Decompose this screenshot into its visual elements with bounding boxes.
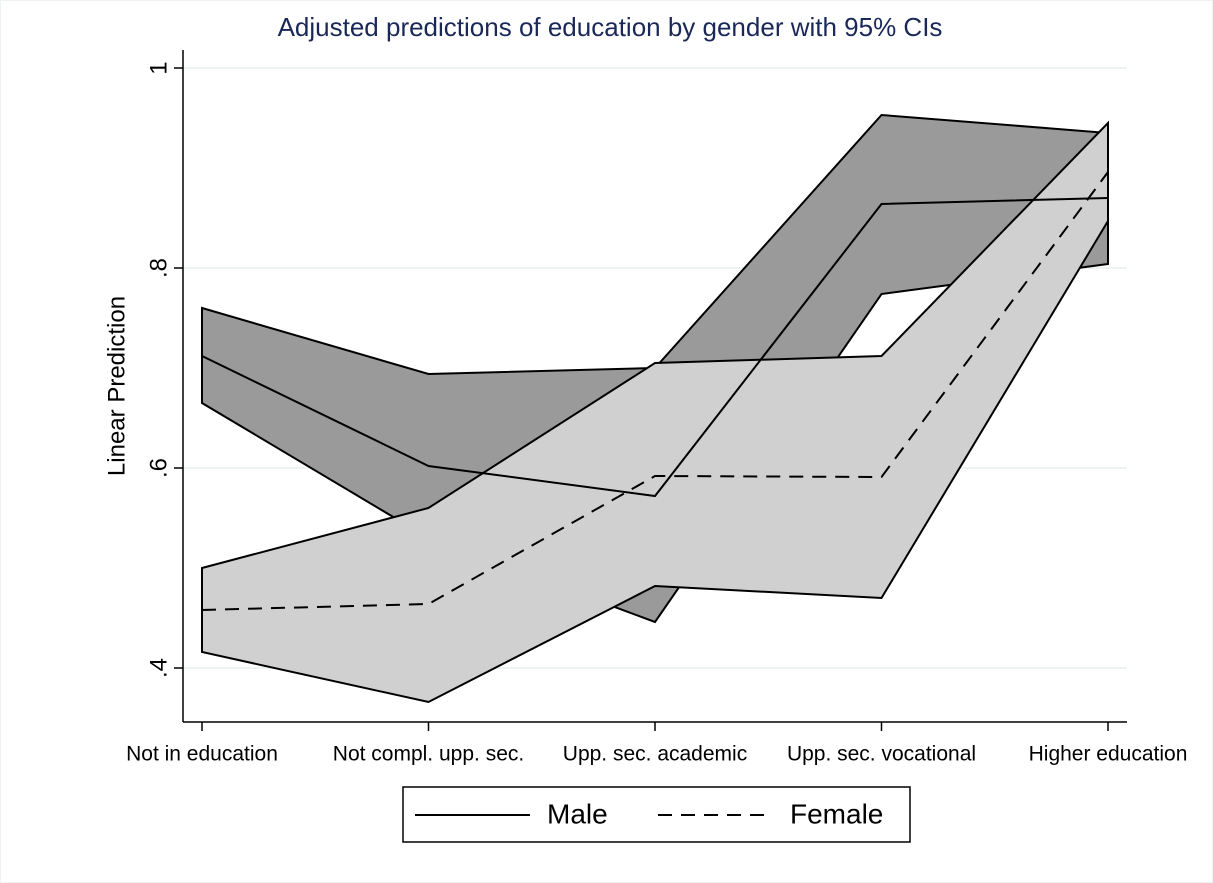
axes: .4 .6 .8 1 Not in education Not compl. upp. s… [126,50,1187,766]
lines [201,171,1109,611]
bands [201,113,1109,704]
x-tick-label: Upp. sec. academic [563,743,747,766]
series-line [201,197,1109,498]
y-tick-label: 1 [145,61,172,74]
y-tick-label: .6 [145,458,172,478]
x-tick-label: Not compl. upp. sec. [333,743,524,766]
x-tick-label: Not in education [126,743,278,766]
chart-title: Adjusted predictions of education by gen… [278,12,943,42]
x-tick-label: Higher education [1029,743,1188,766]
legend: Male Female [415,798,883,829]
series-line [201,171,1109,611]
y-axis-label: Linear Prediction [103,296,130,476]
legend-label: Male [547,798,608,829]
legend-label: Female [790,798,883,829]
x-tick-label: Upp. sec. vocational [787,743,976,766]
ci-band [201,120,1109,704]
y-tick-label: .4 [145,658,172,678]
y-tick-label: .8 [145,258,172,278]
